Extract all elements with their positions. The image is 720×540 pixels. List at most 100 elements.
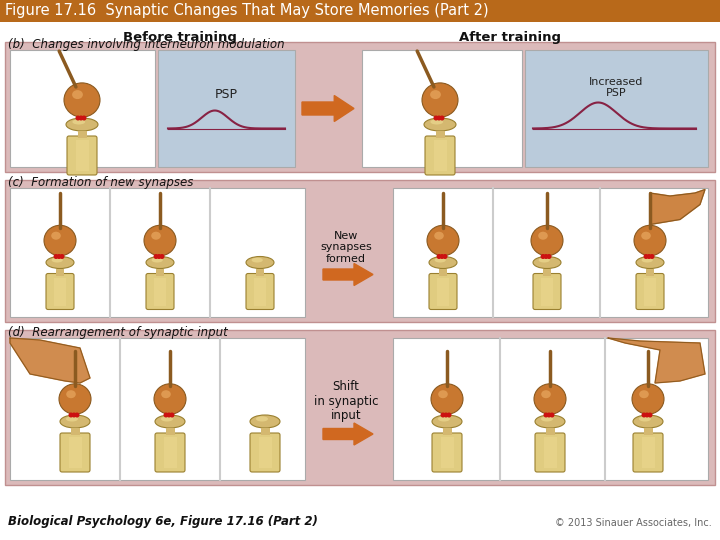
Bar (158, 50, 295, 167)
Circle shape (170, 413, 174, 417)
Ellipse shape (432, 415, 462, 428)
Ellipse shape (435, 258, 446, 262)
FancyArrow shape (323, 264, 373, 286)
Circle shape (447, 413, 451, 417)
Bar (258, 437, 271, 468)
Ellipse shape (531, 225, 563, 256)
Ellipse shape (251, 258, 263, 262)
Bar (163, 437, 176, 468)
Polygon shape (10, 338, 90, 383)
Circle shape (644, 255, 648, 258)
Ellipse shape (639, 390, 649, 398)
Circle shape (157, 255, 161, 258)
FancyBboxPatch shape (67, 136, 97, 175)
Circle shape (154, 255, 158, 258)
FancyBboxPatch shape (429, 273, 457, 309)
Polygon shape (650, 190, 705, 225)
Ellipse shape (634, 225, 666, 256)
Ellipse shape (533, 256, 561, 268)
Bar (5, 42, 715, 172)
Ellipse shape (438, 416, 450, 422)
Ellipse shape (44, 225, 76, 256)
FancyBboxPatch shape (146, 273, 174, 309)
Ellipse shape (429, 256, 457, 268)
Bar (544, 437, 557, 468)
Bar (10, 50, 155, 167)
Ellipse shape (52, 258, 63, 262)
Text: Shift
in synaptic
input: Shift in synaptic input (314, 380, 378, 422)
Bar (393, 338, 708, 480)
FancyBboxPatch shape (155, 433, 185, 472)
Ellipse shape (144, 225, 176, 256)
Circle shape (60, 255, 64, 258)
Bar (166, 428, 174, 435)
Bar (5, 330, 715, 485)
Ellipse shape (246, 256, 274, 268)
Bar (646, 268, 654, 275)
Circle shape (72, 413, 76, 417)
Circle shape (550, 413, 554, 417)
Circle shape (69, 413, 73, 417)
Circle shape (440, 255, 444, 258)
Text: Biological Psychology 6e, Figure 17.16 (Part 2): Biological Psychology 6e, Figure 17.16 (… (8, 515, 318, 528)
Text: Figure 17.16  Synaptic Changes That May Store Memories (Part 2): Figure 17.16 Synaptic Changes That May S… (5, 3, 489, 18)
Text: (b)  Changes involving interneuron modulation: (b) Changes involving interneuron modula… (8, 38, 284, 51)
Ellipse shape (154, 384, 186, 414)
Circle shape (440, 116, 444, 120)
Bar (642, 437, 654, 468)
Text: After training: After training (459, 31, 561, 44)
Circle shape (164, 413, 168, 417)
Bar (261, 428, 269, 435)
Circle shape (167, 413, 171, 417)
Bar (362, 50, 522, 167)
Bar (68, 437, 81, 468)
Circle shape (79, 116, 83, 120)
Ellipse shape (642, 258, 653, 262)
Bar (433, 140, 446, 171)
Ellipse shape (250, 415, 280, 428)
Bar (156, 268, 164, 275)
Ellipse shape (539, 258, 550, 262)
FancyBboxPatch shape (636, 273, 664, 309)
Bar (436, 131, 444, 138)
Text: (c)  Formation of new synapses: (c) Formation of new synapses (8, 176, 194, 189)
Ellipse shape (73, 119, 85, 125)
Ellipse shape (639, 416, 651, 422)
Ellipse shape (438, 390, 448, 398)
Bar (5, 180, 715, 322)
Bar (10, 338, 305, 480)
Ellipse shape (151, 232, 161, 240)
Circle shape (541, 255, 545, 258)
Circle shape (57, 255, 60, 258)
Circle shape (441, 413, 445, 417)
Text: © 2013 Sinauer Associates, Inc.: © 2013 Sinauer Associates, Inc. (555, 518, 712, 528)
Ellipse shape (66, 118, 98, 131)
Bar (546, 428, 554, 435)
Circle shape (647, 255, 651, 258)
Circle shape (444, 413, 448, 417)
Bar (76, 140, 89, 171)
Text: (d)  Rearrangement of synaptic input: (d) Rearrangement of synaptic input (8, 326, 228, 339)
Ellipse shape (64, 83, 100, 117)
Ellipse shape (534, 384, 566, 414)
Ellipse shape (155, 415, 185, 428)
Ellipse shape (539, 232, 548, 240)
Ellipse shape (422, 83, 458, 117)
FancyBboxPatch shape (535, 433, 565, 472)
Circle shape (648, 413, 652, 417)
Ellipse shape (434, 232, 444, 240)
FancyBboxPatch shape (46, 273, 74, 309)
Bar (254, 278, 266, 306)
Ellipse shape (541, 390, 551, 398)
Bar (644, 278, 656, 306)
Ellipse shape (633, 415, 663, 428)
Ellipse shape (636, 256, 664, 268)
Bar (54, 278, 66, 306)
Circle shape (444, 255, 447, 258)
Circle shape (645, 413, 649, 417)
Bar (441, 437, 454, 468)
Bar (154, 278, 166, 306)
Ellipse shape (66, 416, 78, 422)
Ellipse shape (72, 90, 83, 99)
Bar (541, 278, 553, 306)
